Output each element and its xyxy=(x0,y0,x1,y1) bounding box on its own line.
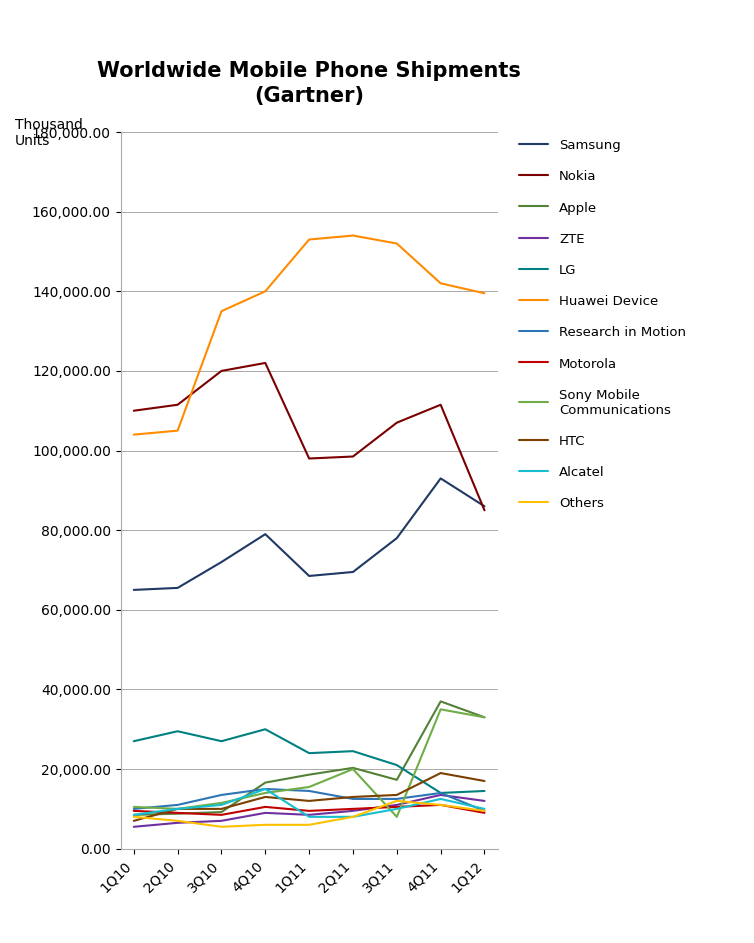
Text: Thousand
Units: Thousand Units xyxy=(15,118,83,148)
Legend: Samsung, Nokia, Apple, ZTE, LG, Huawei Device, Research in Motion, Motorola, Son: Samsung, Nokia, Apple, ZTE, LG, Huawei D… xyxy=(520,139,686,510)
Text: Worldwide Mobile Phone Shipments
(Gartner): Worldwide Mobile Phone Shipments (Gartne… xyxy=(97,61,521,107)
